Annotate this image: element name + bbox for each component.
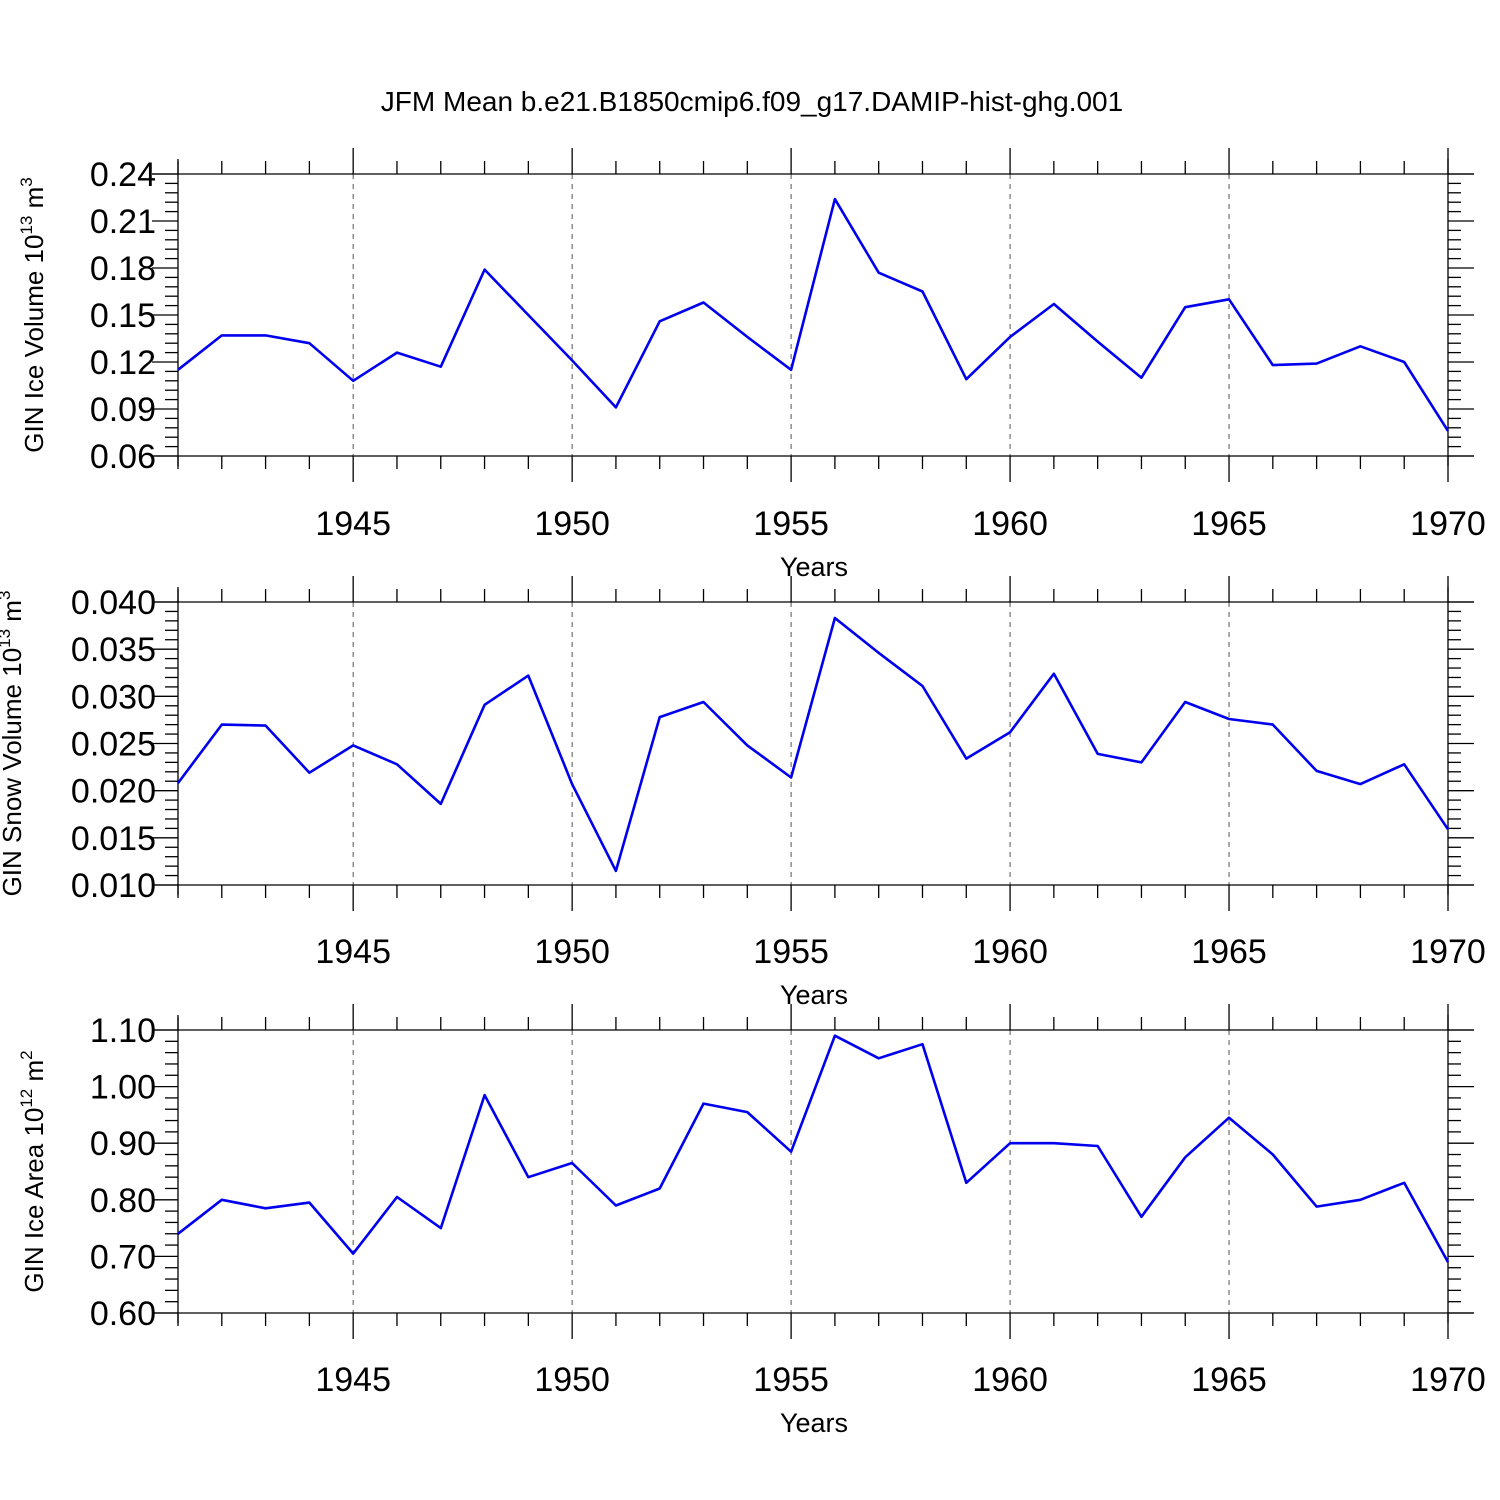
y-tick-label: 0.09 — [90, 391, 156, 429]
y-tick-label: 1.00 — [90, 1069, 156, 1107]
y-tick-label: 0.21 — [90, 203, 156, 241]
series-line-1 — [177, 197, 1450, 432]
x-axis-label: Years — [780, 552, 848, 582]
series-line-3 — [177, 1034, 1450, 1263]
x-tick-label: 1955 — [753, 933, 829, 971]
figure-title: JFM Mean b.e21.B1850cmip6.f09_g17.DAMIP-… — [381, 86, 1123, 117]
y-axis-label: GIN Ice Area 1012 m2 — [17, 1050, 49, 1292]
y-tick-label: 0.035 — [71, 631, 156, 669]
y-tick-label: 0.020 — [71, 773, 156, 811]
y-tick-label: 0.12 — [90, 344, 156, 382]
x-tick-label: 1970 — [1410, 505, 1486, 543]
x-tick-label: 1950 — [534, 1361, 610, 1399]
x-tick-label: 1965 — [1191, 1361, 1267, 1399]
y-axis-label: GIN Snow Volume 1013 m3 — [0, 591, 27, 897]
y-tick-label: 0.030 — [71, 678, 156, 716]
x-tick-label: 1965 — [1191, 933, 1267, 971]
x-tick-label: 1945 — [315, 933, 391, 971]
y-tick-label: 0.010 — [71, 867, 156, 905]
x-tick-label: 1970 — [1410, 933, 1486, 971]
y-tick-label: 0.15 — [90, 297, 156, 335]
x-tick-label: 1960 — [972, 933, 1048, 971]
y-tick-label: 0.80 — [90, 1182, 156, 1220]
series-line-2 — [176, 616, 1450, 873]
y-tick-label: 0.60 — [90, 1295, 156, 1333]
x-tick-label: 1950 — [534, 505, 610, 543]
y-tick-label: 0.90 — [90, 1125, 156, 1163]
chart-panel-1: 0.06 0.09 0.12 0.15 0.18 0.21 0.24 1945 1950 1955… — [17, 148, 1486, 582]
x-tick-label: 1945 — [315, 1361, 391, 1399]
x-tick-label: 1965 — [1191, 505, 1267, 543]
chart-panel-2: 0.010 0.015 0.020 0.025 0.030 0.035 0.040 1945 1… — [0, 576, 1486, 1010]
x-axis-label: Years — [780, 980, 848, 1010]
y-tick-label: 0.18 — [90, 250, 156, 288]
y-tick-label: 1.10 — [90, 1012, 156, 1050]
x-tick-label: 1960 — [972, 505, 1048, 543]
y-tick-label: 0.040 — [71, 584, 156, 622]
x-tick-label: 1955 — [753, 505, 829, 543]
y-tick-label: 0.025 — [71, 726, 156, 764]
x-tick-label: 1970 — [1410, 1361, 1486, 1399]
y-axis-label: GIN Ice Volume 1013 m3 — [17, 177, 49, 453]
y-tick-label: 0.24 — [90, 156, 156, 194]
x-tick-label: 1955 — [753, 1361, 829, 1399]
x-tick-label: 1945 — [315, 505, 391, 543]
x-axis-label: Years — [780, 1408, 848, 1438]
x-tick-label: 1960 — [972, 1361, 1048, 1399]
chart-panel-3: 0.60 0.70 0.80 0.90 1.00 1.10 1945 1950 1955 1960… — [17, 1004, 1486, 1438]
x-tick-label: 1950 — [534, 933, 610, 971]
y-tick-label: 0.70 — [90, 1238, 156, 1276]
y-tick-label: 0.015 — [71, 820, 156, 858]
y-tick-label: 0.06 — [90, 438, 156, 476]
